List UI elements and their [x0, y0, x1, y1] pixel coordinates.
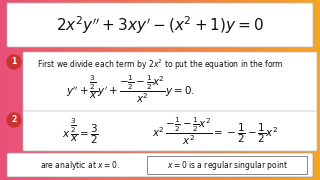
FancyBboxPatch shape [23, 52, 317, 114]
Text: $x = 0$ is a regular singular point: $x = 0$ is a regular singular point [167, 159, 289, 172]
Text: $y'' + \dfrac{\frac{3}{2}}{x}y' + \dfrac{-\frac{1}{2} - \frac{1}{2}x^2}{x^2}y = : $y'' + \dfrac{\frac{3}{2}}{x}y' + \dfrac… [66, 73, 195, 105]
Text: 1: 1 [12, 57, 17, 66]
Circle shape [7, 113, 21, 127]
Text: First we divide each term by $2x^2$ to put the equation in the form: First we divide each term by $2x^2$ to p… [36, 58, 284, 72]
Text: 2: 2 [12, 116, 17, 125]
FancyBboxPatch shape [7, 153, 313, 177]
Text: $x^2\,\dfrac{-\frac{1}{2} - \frac{1}{2}x^2}{x^2} = -\dfrac{1}{2} - \dfrac{1}{2}x: $x^2\,\dfrac{-\frac{1}{2} - \frac{1}{2}x… [152, 115, 278, 147]
Circle shape [7, 55, 21, 69]
FancyBboxPatch shape [23, 111, 317, 151]
Text: $x\,\dfrac{\frac{3}{2}}{x} = \dfrac{3}{2}$: $x\,\dfrac{\frac{3}{2}}{x} = \dfrac{3}{2… [61, 116, 99, 146]
FancyBboxPatch shape [147, 156, 307, 174]
FancyBboxPatch shape [7, 3, 313, 47]
Text: are analytic at $x = 0$.: are analytic at $x = 0$. [40, 159, 120, 172]
Text: $2x^2y'' + 3xy' - (x^2+1)y = 0$: $2x^2y'' + 3xy' - (x^2+1)y = 0$ [56, 14, 264, 36]
